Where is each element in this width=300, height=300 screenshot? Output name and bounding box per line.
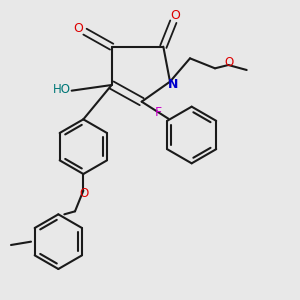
Text: O: O [170, 9, 180, 22]
Text: F: F [155, 106, 162, 119]
Text: N: N [168, 78, 178, 91]
Text: O: O [74, 22, 83, 35]
Text: HO: HO [53, 83, 71, 97]
Text: O: O [80, 187, 89, 200]
Text: O: O [224, 56, 234, 69]
